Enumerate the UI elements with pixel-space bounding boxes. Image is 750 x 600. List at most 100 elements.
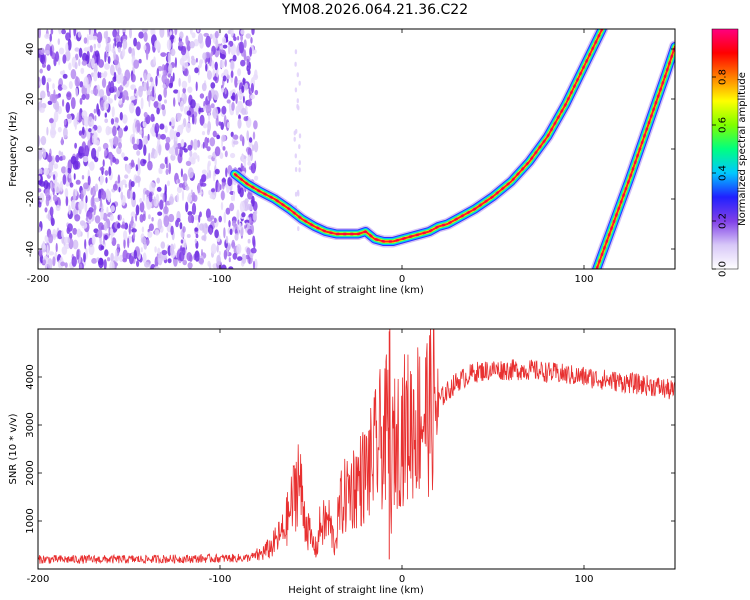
- noise-speckle: [247, 228, 253, 235]
- noise-speckle: [232, 140, 239, 145]
- noise-speckle: [132, 143, 139, 150]
- noise-speckle: [139, 201, 145, 213]
- noise-speckle: [178, 183, 184, 188]
- noise-speckle: [225, 207, 231, 215]
- noise-speckle: [117, 222, 121, 229]
- noise-speckle: [220, 121, 224, 131]
- noise-speckle: [220, 201, 224, 211]
- noise-speckle: [89, 161, 95, 171]
- noise-speckle: [119, 85, 123, 93]
- noise-speckle: [138, 86, 143, 98]
- noise-speckle: [145, 239, 150, 245]
- noise-speckle: [133, 249, 137, 260]
- noise-speckle: [151, 217, 154, 222]
- noise-speckle: [239, 187, 244, 198]
- noise-speckle: [146, 80, 149, 91]
- noise-speckle: [116, 243, 120, 248]
- noise-speckle: [104, 234, 108, 241]
- noise-speckle: [221, 36, 227, 45]
- noise-speckle: [126, 95, 129, 101]
- noise-speckle: [163, 86, 167, 98]
- noise-speckle: [161, 249, 168, 256]
- noise-speckle: [97, 229, 103, 239]
- noise-speckle: [83, 37, 88, 44]
- noise-speckle: [251, 144, 255, 152]
- noise-speckle: [161, 74, 168, 84]
- noise-speckle: [119, 72, 124, 84]
- noise-speckle: [168, 147, 174, 155]
- noise-speckle: [72, 239, 79, 250]
- noise-speckle: [68, 232, 73, 240]
- noise-speckle: [180, 139, 185, 148]
- noise-speckle: [203, 234, 207, 242]
- noise-speckle: [115, 249, 118, 262]
- noise-speckle: [194, 67, 199, 74]
- noise-speckle: [90, 196, 95, 208]
- noise-speckle: [80, 67, 85, 75]
- noise-speckle: [191, 55, 195, 61]
- noise-speckle: [245, 33, 251, 39]
- noise-speckle: [297, 105, 300, 111]
- noise-speckle: [223, 227, 226, 239]
- noise-speckle: [182, 247, 186, 256]
- noise-speckle: [44, 235, 49, 243]
- noise-speckle: [213, 217, 217, 223]
- noise-speckle: [94, 197, 100, 203]
- noise-speckle: [80, 190, 84, 202]
- noise-speckle: [59, 70, 65, 75]
- noise-speckle: [245, 254, 250, 260]
- noise-speckle: [39, 181, 46, 187]
- noise-speckle: [143, 31, 148, 42]
- noise-speckle: [52, 174, 56, 181]
- noise-speckle: [104, 249, 109, 257]
- noise-speckle: [46, 155, 53, 163]
- noise-speckle: [130, 84, 134, 90]
- noise-speckle: [105, 42, 112, 53]
- noise-speckle: [185, 35, 189, 46]
- noise-speckle: [223, 249, 228, 260]
- noise-speckle: [181, 123, 185, 130]
- noise-speckle: [75, 179, 81, 185]
- noise-speckle: [148, 192, 153, 203]
- noise-speckle: [50, 29, 54, 35]
- noise-speckle: [84, 200, 88, 213]
- noise-speckle: [77, 31, 82, 38]
- noise-speckle: [101, 72, 104, 78]
- noise-speckle: [59, 156, 64, 161]
- noise-speckle: [159, 123, 165, 130]
- noise-speckle: [185, 185, 190, 191]
- noise-speckle: [232, 252, 238, 260]
- noise-speckle: [102, 77, 107, 88]
- noise-speckle: [206, 146, 211, 152]
- noise-speckle: [159, 163, 165, 170]
- noise-speckle: [201, 131, 206, 136]
- noise-speckle: [226, 75, 230, 80]
- x-tick-label: -100: [209, 574, 232, 585]
- noise-speckle: [228, 257, 231, 263]
- noise-speckle: [227, 176, 233, 187]
- noise-speckle: [157, 211, 163, 216]
- spectrogram-main-trace-beads: [233, 29, 604, 243]
- noise-speckle: [117, 67, 122, 75]
- noise-speckle: [180, 239, 184, 244]
- noise-speckle: [46, 77, 52, 83]
- noise-speckle: [154, 229, 160, 236]
- noise-speckle: [151, 147, 155, 156]
- noise-speckle: [52, 228, 57, 241]
- noise-speckle: [177, 89, 181, 102]
- noise-speckle: [165, 142, 170, 151]
- noise-speckle: [161, 254, 168, 261]
- noise-speckle: [218, 251, 221, 256]
- noise-speckle: [62, 155, 66, 161]
- noise-speckle: [57, 84, 63, 91]
- noise-speckle: [222, 44, 228, 49]
- noise-speckle: [210, 82, 216, 89]
- noise-speckle: [135, 106, 141, 117]
- noise-speckle: [84, 145, 90, 158]
- noise-speckle: [81, 126, 85, 136]
- figure-title: YM08.2026.064.21.36.C22: [281, 2, 469, 18]
- noise-speckle: [166, 232, 169, 239]
- noise-speckle: [203, 222, 209, 235]
- noise-speckle: [63, 127, 68, 139]
- noise-speckle: [105, 34, 108, 45]
